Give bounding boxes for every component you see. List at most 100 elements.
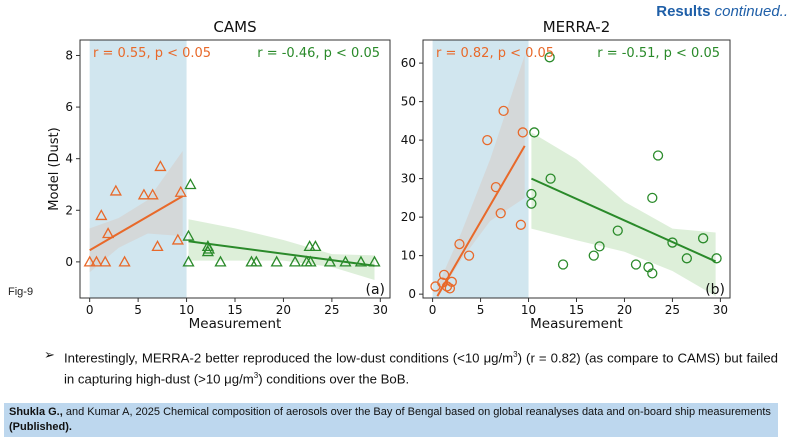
- section-header: Results continued..: [656, 3, 788, 20]
- high-data-point: [711, 253, 722, 264]
- ref-text: and Kumar A, 2025 Chemical composition o…: [62, 406, 771, 418]
- high-data-point: [304, 255, 317, 267]
- chart-title: MERRA-2: [543, 18, 611, 36]
- low-data-point: [463, 250, 475, 261]
- high-data-point: [545, 173, 556, 184]
- high-data-point: [526, 198, 537, 209]
- x-tick-label: 30: [713, 303, 728, 317]
- sup-1: 3: [513, 350, 518, 359]
- y-tick-label: 30: [401, 172, 416, 186]
- header-continued: continued..: [714, 3, 788, 20]
- low-data-point: [446, 276, 457, 287]
- low-data-point: [495, 208, 506, 219]
- x-tick-label: 30: [373, 303, 388, 317]
- low-data-point: [109, 184, 122, 196]
- low-data-point: [171, 233, 184, 245]
- y-tick-label: 10: [401, 249, 416, 263]
- low-data-point: [95, 209, 108, 221]
- y-tick-label: 60: [401, 56, 416, 70]
- high-data-point: [270, 255, 283, 267]
- bullet-part2: ) (r = 0.82) (as compare to CAMS) but fa…: [64, 350, 778, 387]
- low-data-point: [83, 255, 96, 267]
- sup-2: 3: [253, 371, 259, 381]
- x-tick-label: 5: [477, 303, 485, 317]
- high-correlation-annotation: r = -0.51, p < 0.05: [597, 46, 720, 61]
- bullet-part3: ) conditions over the BoB.: [258, 371, 410, 387]
- high-data-point: [182, 229, 195, 241]
- high-data-point: [303, 240, 316, 252]
- figure-label: Fig-9: [8, 286, 34, 298]
- y-tick-label: 40: [401, 133, 416, 147]
- low-data-point: [515, 219, 527, 230]
- low-correlation-annotation: r = 0.55, p < 0.05: [93, 46, 211, 61]
- high-data-point: [647, 192, 658, 204]
- high-data-point: [612, 225, 623, 236]
- high-data-point: [697, 233, 709, 244]
- low-data-point: [101, 227, 115, 239]
- x-axis-label: Measurement: [530, 316, 623, 332]
- high-data-point: [652, 150, 664, 161]
- low-data-point: [146, 188, 159, 200]
- low-regression-line: [89, 195, 184, 252]
- reference-box: Shukla G., and Kumar A, 2025 Chemical co…: [4, 403, 778, 437]
- low-data-point: [438, 269, 450, 281]
- y-tick-label: 8: [65, 48, 73, 62]
- panel-label: (b): [705, 282, 725, 298]
- high-data-point: [544, 52, 555, 63]
- x-tick-label: 10: [179, 303, 194, 317]
- high-data-point: [184, 178, 197, 190]
- high-data-point: [354, 255, 368, 267]
- high-data-point: [594, 241, 605, 252]
- low-data-point: [137, 188, 151, 200]
- low-data-point: [430, 281, 441, 292]
- y-axis-label: Model (Dust): [47, 127, 62, 210]
- x-tick-label: 15: [569, 303, 584, 317]
- high-data-point: [309, 240, 322, 252]
- bullet-text: ➢ Interestingly, MERRA-2 better reproduc…: [44, 346, 778, 389]
- y-tick-label: 6: [65, 100, 73, 114]
- low-data-point: [454, 238, 465, 250]
- x-axis-label: Measurement: [189, 316, 282, 332]
- bullet-arrow-icon: ➢: [44, 347, 56, 362]
- chart-title: CAMS: [213, 18, 256, 36]
- high-data-point: [647, 268, 658, 279]
- x-tick-label: 0: [86, 303, 94, 317]
- x-tick-label: 10: [521, 303, 536, 317]
- high-data-point: [214, 255, 227, 267]
- high-data-point: [202, 242, 215, 254]
- low-data-point: [498, 105, 509, 117]
- high-data-point: [288, 255, 302, 267]
- high-data-point: [368, 255, 381, 267]
- high-data-point: [339, 255, 352, 267]
- high-data-point: [630, 259, 642, 270]
- high-data-point: [323, 255, 337, 267]
- x-tick-label: 15: [227, 303, 242, 317]
- high-data-point: [588, 250, 599, 261]
- high-confidence-band: [531, 132, 716, 297]
- low-data-point: [151, 240, 164, 252]
- low-data-point: [154, 160, 167, 172]
- y-tick-label: 0: [65, 255, 73, 269]
- y-tick-label: 0: [408, 287, 416, 301]
- ref-authors: Shukla G.,: [9, 406, 63, 418]
- low-data-point: [90, 255, 103, 267]
- high-data-point: [250, 255, 263, 267]
- low-data-point: [99, 255, 112, 267]
- y-tick-label: 2: [65, 203, 73, 217]
- low-data-point: [118, 255, 131, 267]
- header-results: Results: [656, 3, 711, 20]
- bullet-part1: Interestingly, MERRA-2 better reproduced…: [64, 350, 514, 366]
- high-correlation-annotation: r = -0.46, p < 0.05: [257, 46, 380, 61]
- y-tick-label: 20: [401, 210, 416, 224]
- x-tick-label: 5: [134, 303, 142, 317]
- low-data-point: [490, 181, 502, 193]
- y-tick-label: 50: [401, 95, 416, 109]
- x-tick-label: 20: [617, 303, 632, 317]
- low-regression-line: [436, 145, 526, 297]
- low-confidence-band: [89, 150, 183, 273]
- low-correlation-annotation: r = 0.82, p < 0.05: [436, 46, 554, 61]
- high-data-point: [681, 253, 692, 264]
- x-tick-label: 0: [429, 303, 437, 317]
- high-regression-line: [530, 177, 717, 263]
- low-data-point: [444, 283, 456, 294]
